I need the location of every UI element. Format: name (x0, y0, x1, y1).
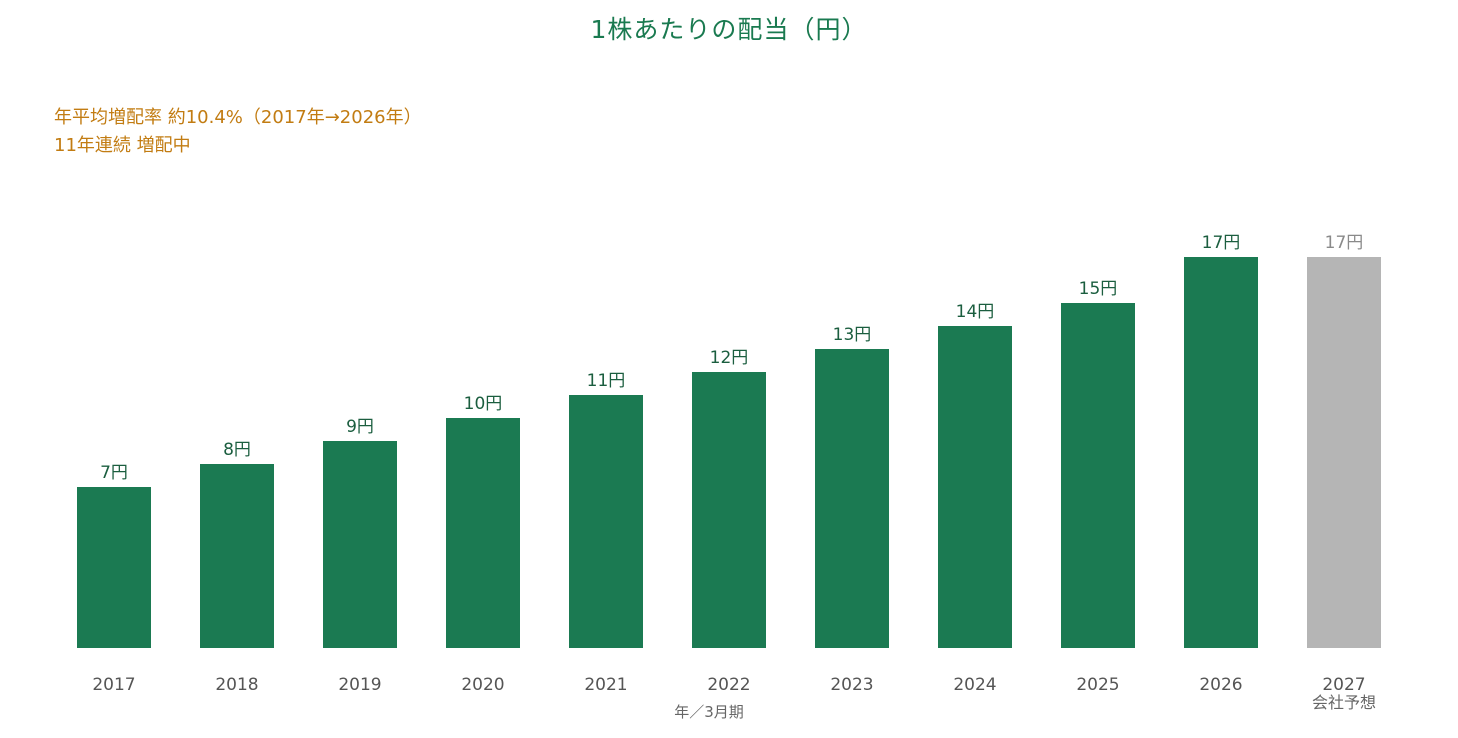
x-tick-label: 2026 (1199, 675, 1242, 695)
x-tick-label: 2019 (338, 675, 381, 695)
bar-value-label: 14円 (956, 302, 995, 322)
consecutive-increase-note: 11年連続 増配中 (54, 135, 191, 156)
bar-value-label: 9円 (346, 417, 374, 437)
dividend-bar (569, 395, 643, 648)
bar-value-label: 10円 (464, 394, 503, 414)
bar-value-label: 17円 (1202, 233, 1241, 253)
x-tick-label: 2017 (92, 675, 135, 695)
dividend-bar (1184, 257, 1258, 648)
chart-title: 1株あたりの配当（円） (590, 15, 868, 44)
x-tick-label: 2025 (1076, 675, 1119, 695)
bar-value-label: 17円 (1325, 233, 1364, 253)
forecast-bar (1307, 257, 1381, 648)
dividend-bar (1061, 303, 1135, 648)
dividend-bar (938, 326, 1012, 648)
x-tick-label: 2023 (830, 675, 873, 695)
dividend-bar (200, 464, 274, 648)
dividend-notes: 年平均増配率 約10.4%（2017年→2026年） 11年連続 増配中 (54, 104, 422, 160)
bar-value-label: 7円 (100, 463, 128, 483)
bar-value-label: 15円 (1079, 279, 1118, 299)
x-tick-label: 2027 (1322, 675, 1365, 695)
forecast-sublabel: 会社予想 (1312, 693, 1376, 712)
x-tick-label: 2020 (461, 675, 504, 695)
x-tick-label: 2022 (707, 675, 750, 695)
bar-value-label: 12円 (710, 348, 749, 368)
bar-value-label: 13円 (833, 325, 872, 345)
dividend-bar (815, 349, 889, 648)
average-growth-note: 年平均増配率 約10.4%（2017年→2026年） (54, 107, 422, 128)
bar-value-label: 11円 (587, 371, 626, 391)
x-tick-label: 2018 (215, 675, 258, 695)
dividend-bar (323, 441, 397, 648)
dividend-bar (77, 487, 151, 648)
x-tick-label: 2021 (584, 675, 627, 695)
dividend-bar (446, 418, 520, 648)
dividend-bar (692, 372, 766, 648)
bar-value-label: 8円 (223, 440, 251, 460)
x-axis-label: 年／3月期 (674, 703, 744, 721)
x-tick-label: 2024 (953, 675, 996, 695)
